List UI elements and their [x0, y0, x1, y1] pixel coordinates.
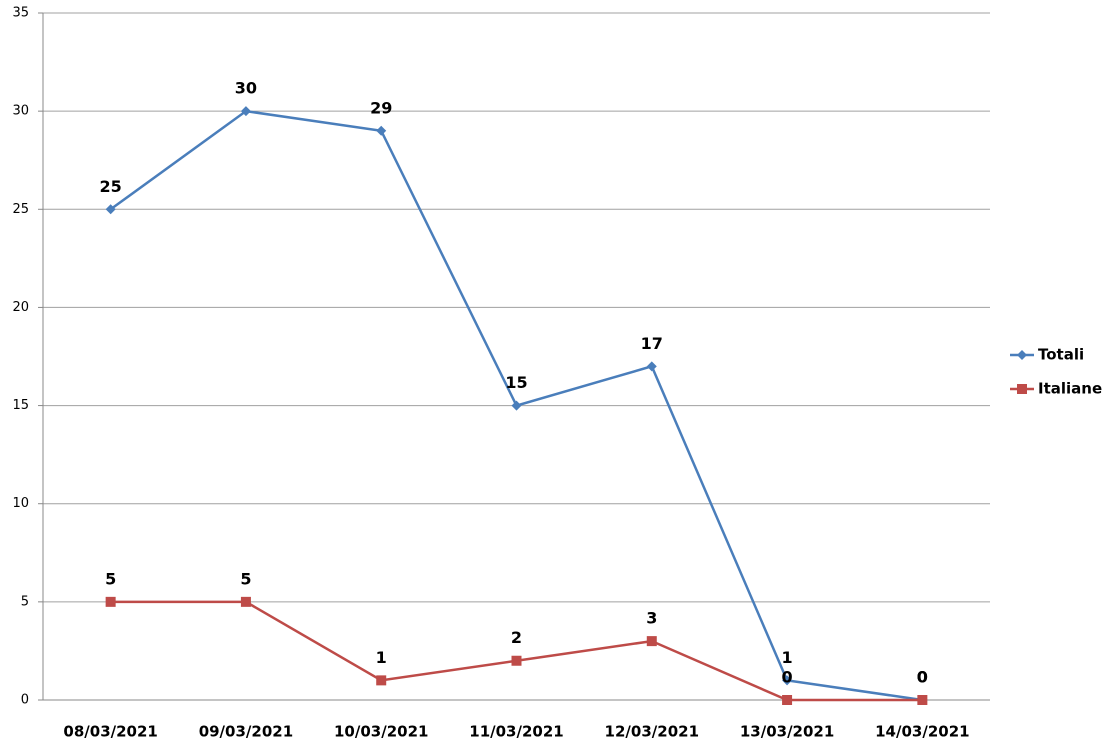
y-tick-label: 30 — [12, 104, 29, 119]
data-point — [105, 204, 116, 215]
y-tick-label: 35 — [12, 6, 29, 21]
data-label: 3 — [646, 609, 657, 628]
data-label: 5 — [105, 569, 116, 588]
data-label: 17 — [641, 334, 663, 353]
y-tick-label: 5 — [21, 594, 29, 609]
data-point — [376, 125, 387, 136]
data-point — [511, 400, 522, 411]
data-point — [105, 596, 116, 607]
data-label: 0 — [917, 668, 928, 687]
legend-marker — [1017, 384, 1027, 394]
data-label: 29 — [370, 98, 392, 117]
y-tick-label: 25 — [12, 202, 29, 217]
data-label: 1 — [376, 648, 387, 667]
x-tick-label: 14/03/2021 — [875, 723, 969, 741]
data-label: 1 — [782, 648, 793, 667]
data-point — [782, 695, 793, 705]
legend-label: Totali — [1038, 346, 1084, 364]
x-tick-label: 13/03/2021 — [740, 723, 834, 741]
data-label: 25 — [100, 177, 122, 196]
y-tick-label: 0 — [21, 693, 29, 708]
data-label: 30 — [235, 79, 257, 98]
data-point — [782, 675, 793, 686]
x-tick-label: 11/03/2021 — [469, 723, 563, 741]
x-tick-label: 08/03/2021 — [63, 723, 157, 741]
data-label: 0 — [917, 668, 928, 687]
y-tick-label: 15 — [12, 398, 29, 413]
data-point — [376, 675, 387, 686]
data-point — [240, 596, 251, 607]
data-label: 0 — [782, 668, 793, 687]
legend-label: Italiane — [1038, 380, 1102, 398]
data-label: 5 — [240, 569, 251, 588]
x-tick-label: 12/03/2021 — [605, 723, 699, 741]
x-tick-label: 10/03/2021 — [334, 723, 428, 741]
data-label: 15 — [505, 373, 527, 392]
data-point — [646, 361, 657, 372]
series-line — [110, 600, 923, 702]
y-tick-label: 10 — [12, 496, 29, 511]
data-point — [511, 655, 522, 666]
data-label: 2 — [511, 628, 522, 647]
x-tick-label: 09/03/2021 — [199, 723, 293, 741]
y-tick-label: 20 — [12, 300, 29, 315]
legend-marker — [1017, 350, 1027, 360]
data-point — [240, 106, 251, 117]
data-point — [917, 695, 928, 705]
data-point — [646, 636, 657, 647]
